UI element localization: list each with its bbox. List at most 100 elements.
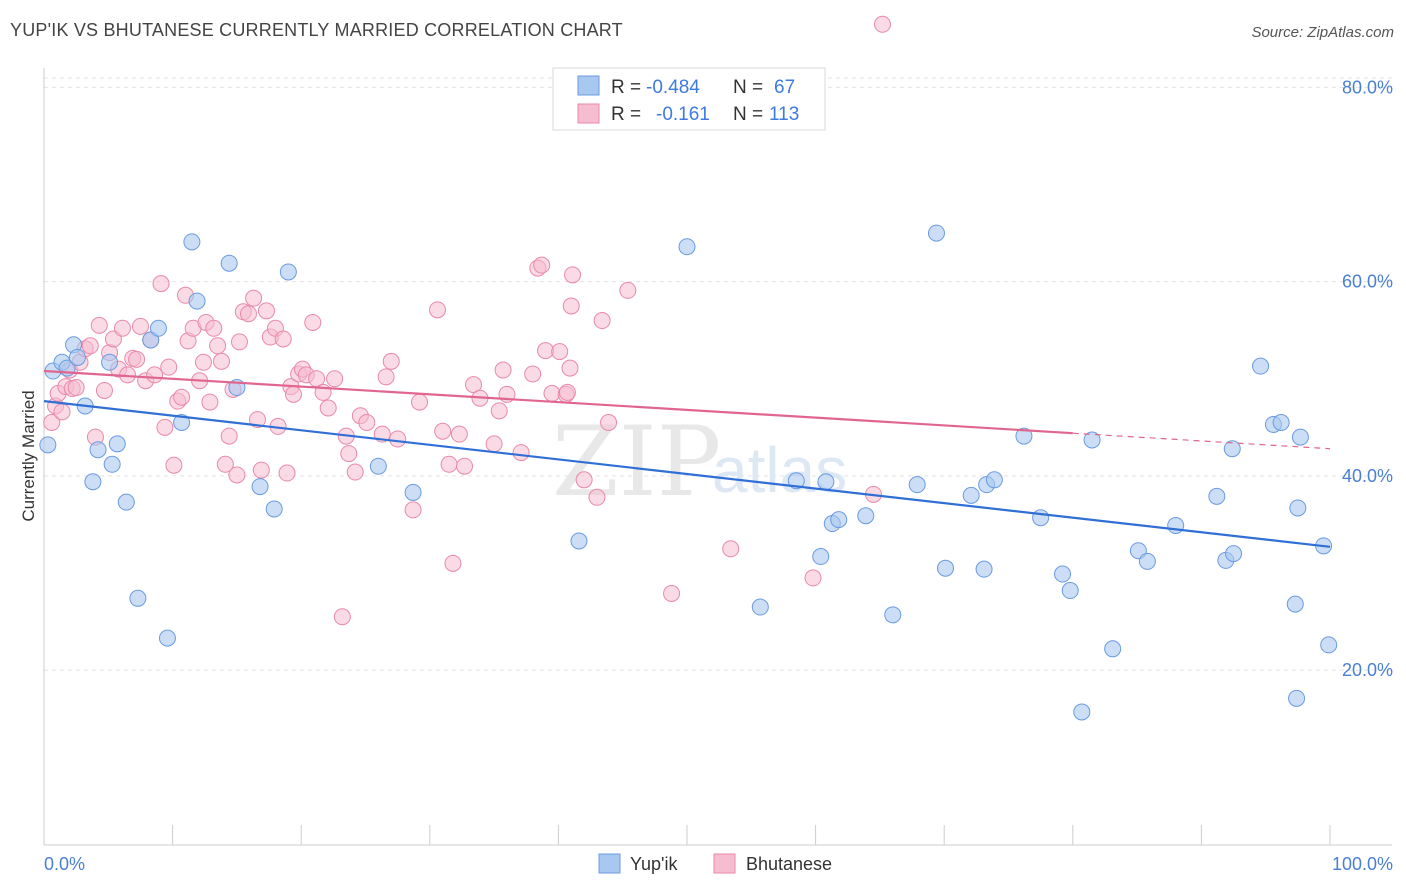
chart-title: YUP'IK VS BHUTANESE CURRENTLY MARRIED CO… xyxy=(10,20,623,40)
y-axis-label: Currently Married xyxy=(19,390,38,521)
yupik-point xyxy=(857,507,875,525)
legend-swatch-bhutanese xyxy=(577,103,600,124)
yupik-point xyxy=(936,559,954,577)
yupik-point xyxy=(1286,595,1304,613)
yupik-point xyxy=(1223,440,1241,458)
legend-r-label-1: R = xyxy=(611,77,641,98)
bhutanese-trend-extension xyxy=(1072,432,1331,450)
bhutanese-point xyxy=(304,313,322,331)
bhutanese-point xyxy=(873,15,891,33)
legend-r-value-1: -0.484 xyxy=(646,77,700,98)
bhutanese-point xyxy=(440,455,458,473)
legend-n-label-2: N = xyxy=(733,104,763,125)
yupik-point xyxy=(927,224,945,242)
bhutanese-point xyxy=(465,376,483,394)
yupik-point xyxy=(173,414,191,432)
bhutanese-point xyxy=(663,584,681,602)
yupik-point xyxy=(1138,552,1156,570)
yupik-point xyxy=(570,532,588,550)
yupik-point xyxy=(1320,636,1338,654)
yupik-point xyxy=(1083,431,1101,449)
yupik-point xyxy=(183,233,201,251)
bhutanese-point xyxy=(156,418,174,436)
bhutanese-point xyxy=(113,319,131,337)
bhutanese-point xyxy=(160,358,178,376)
yupik-point xyxy=(84,473,102,491)
yupik-point xyxy=(251,478,269,496)
bhutanese-point xyxy=(220,427,238,445)
bhutanese-point xyxy=(593,312,611,330)
grid-lines xyxy=(44,77,1392,671)
bhutanese-point xyxy=(558,383,576,401)
yupik-point xyxy=(129,589,147,607)
yupik-point xyxy=(117,493,135,511)
bottom-legend: Yup'ik Bhutanese xyxy=(598,853,832,874)
legend-r-label-2: R = xyxy=(611,104,641,125)
y-tick-label: 80.0% xyxy=(1342,77,1393,97)
bhutanese-point xyxy=(382,352,400,370)
bhutanese-point xyxy=(81,337,99,355)
bhutanese-point xyxy=(257,302,275,320)
x-tick-label: 100.0% xyxy=(1332,854,1393,874)
bhutanese-point xyxy=(274,330,292,348)
yupik-point xyxy=(279,263,297,281)
yupik-point xyxy=(830,511,848,529)
bhutanese-point xyxy=(537,342,555,360)
bhutanese-point xyxy=(205,319,223,337)
legend-n-value-2: 113 xyxy=(769,104,799,125)
yupik-point xyxy=(1291,428,1309,446)
yupik-point xyxy=(1015,427,1033,445)
x-tick-marks xyxy=(43,825,1331,845)
yupik-point xyxy=(142,331,160,349)
bhutanese-point xyxy=(212,352,230,370)
bhutanese-point xyxy=(600,414,618,432)
bottom-legend-swatch-bhutanese xyxy=(713,853,736,874)
bottom-legend-label-bhutanese: Bhutanese xyxy=(746,854,832,874)
bhutanese-point xyxy=(165,456,183,474)
bhutanese-points xyxy=(43,15,891,626)
bottom-legend-swatch-yupik xyxy=(598,853,621,874)
bhutanese-point xyxy=(575,471,593,489)
yupik-point xyxy=(1252,357,1270,375)
bhutanese-point xyxy=(444,554,462,572)
bhutanese-point xyxy=(131,317,149,335)
bhutanese-point xyxy=(404,501,422,519)
bhutanese-point xyxy=(588,488,606,506)
yupik-point xyxy=(39,436,57,454)
yupik-point xyxy=(1054,565,1072,583)
yupik-point xyxy=(1208,487,1226,505)
bhutanese-point xyxy=(152,275,170,293)
legend-n-value-1: 67 xyxy=(774,77,795,98)
bhutanese-trend-line xyxy=(43,369,1073,435)
bhutanese-point xyxy=(722,540,740,558)
bhutanese-point xyxy=(194,353,212,371)
legend: R = -0.484 N = 67 R = -0.161 N = 113 xyxy=(552,67,826,131)
watermark-atlas: atlas xyxy=(712,434,847,506)
bhutanese-point xyxy=(245,289,263,307)
bhutanese-point xyxy=(326,370,344,388)
y-tick-label: 40.0% xyxy=(1342,466,1393,486)
yupik-points xyxy=(39,224,1338,721)
bhutanese-point xyxy=(284,385,302,403)
yupik-trend-line xyxy=(43,400,1331,548)
yupik-point xyxy=(108,435,126,453)
yupik-point xyxy=(751,598,769,616)
yupik-point xyxy=(103,455,121,473)
bhutanese-point xyxy=(524,365,542,383)
yupik-point xyxy=(101,353,119,371)
y-tick-label: 20.0% xyxy=(1342,660,1393,680)
yupik-point xyxy=(908,476,926,494)
bhutanese-point xyxy=(429,301,447,319)
yupik-point xyxy=(149,319,167,337)
yupik-point xyxy=(962,486,980,504)
bhutanese-point xyxy=(173,388,191,406)
yupik-point xyxy=(678,238,696,256)
yupik-point xyxy=(68,348,86,366)
bhutanese-point xyxy=(248,411,266,429)
bhutanese-point xyxy=(128,350,146,368)
bhutanese-point xyxy=(456,457,474,475)
axes xyxy=(43,68,1392,846)
bhutanese-point xyxy=(450,425,468,443)
yupik-point xyxy=(404,483,422,501)
